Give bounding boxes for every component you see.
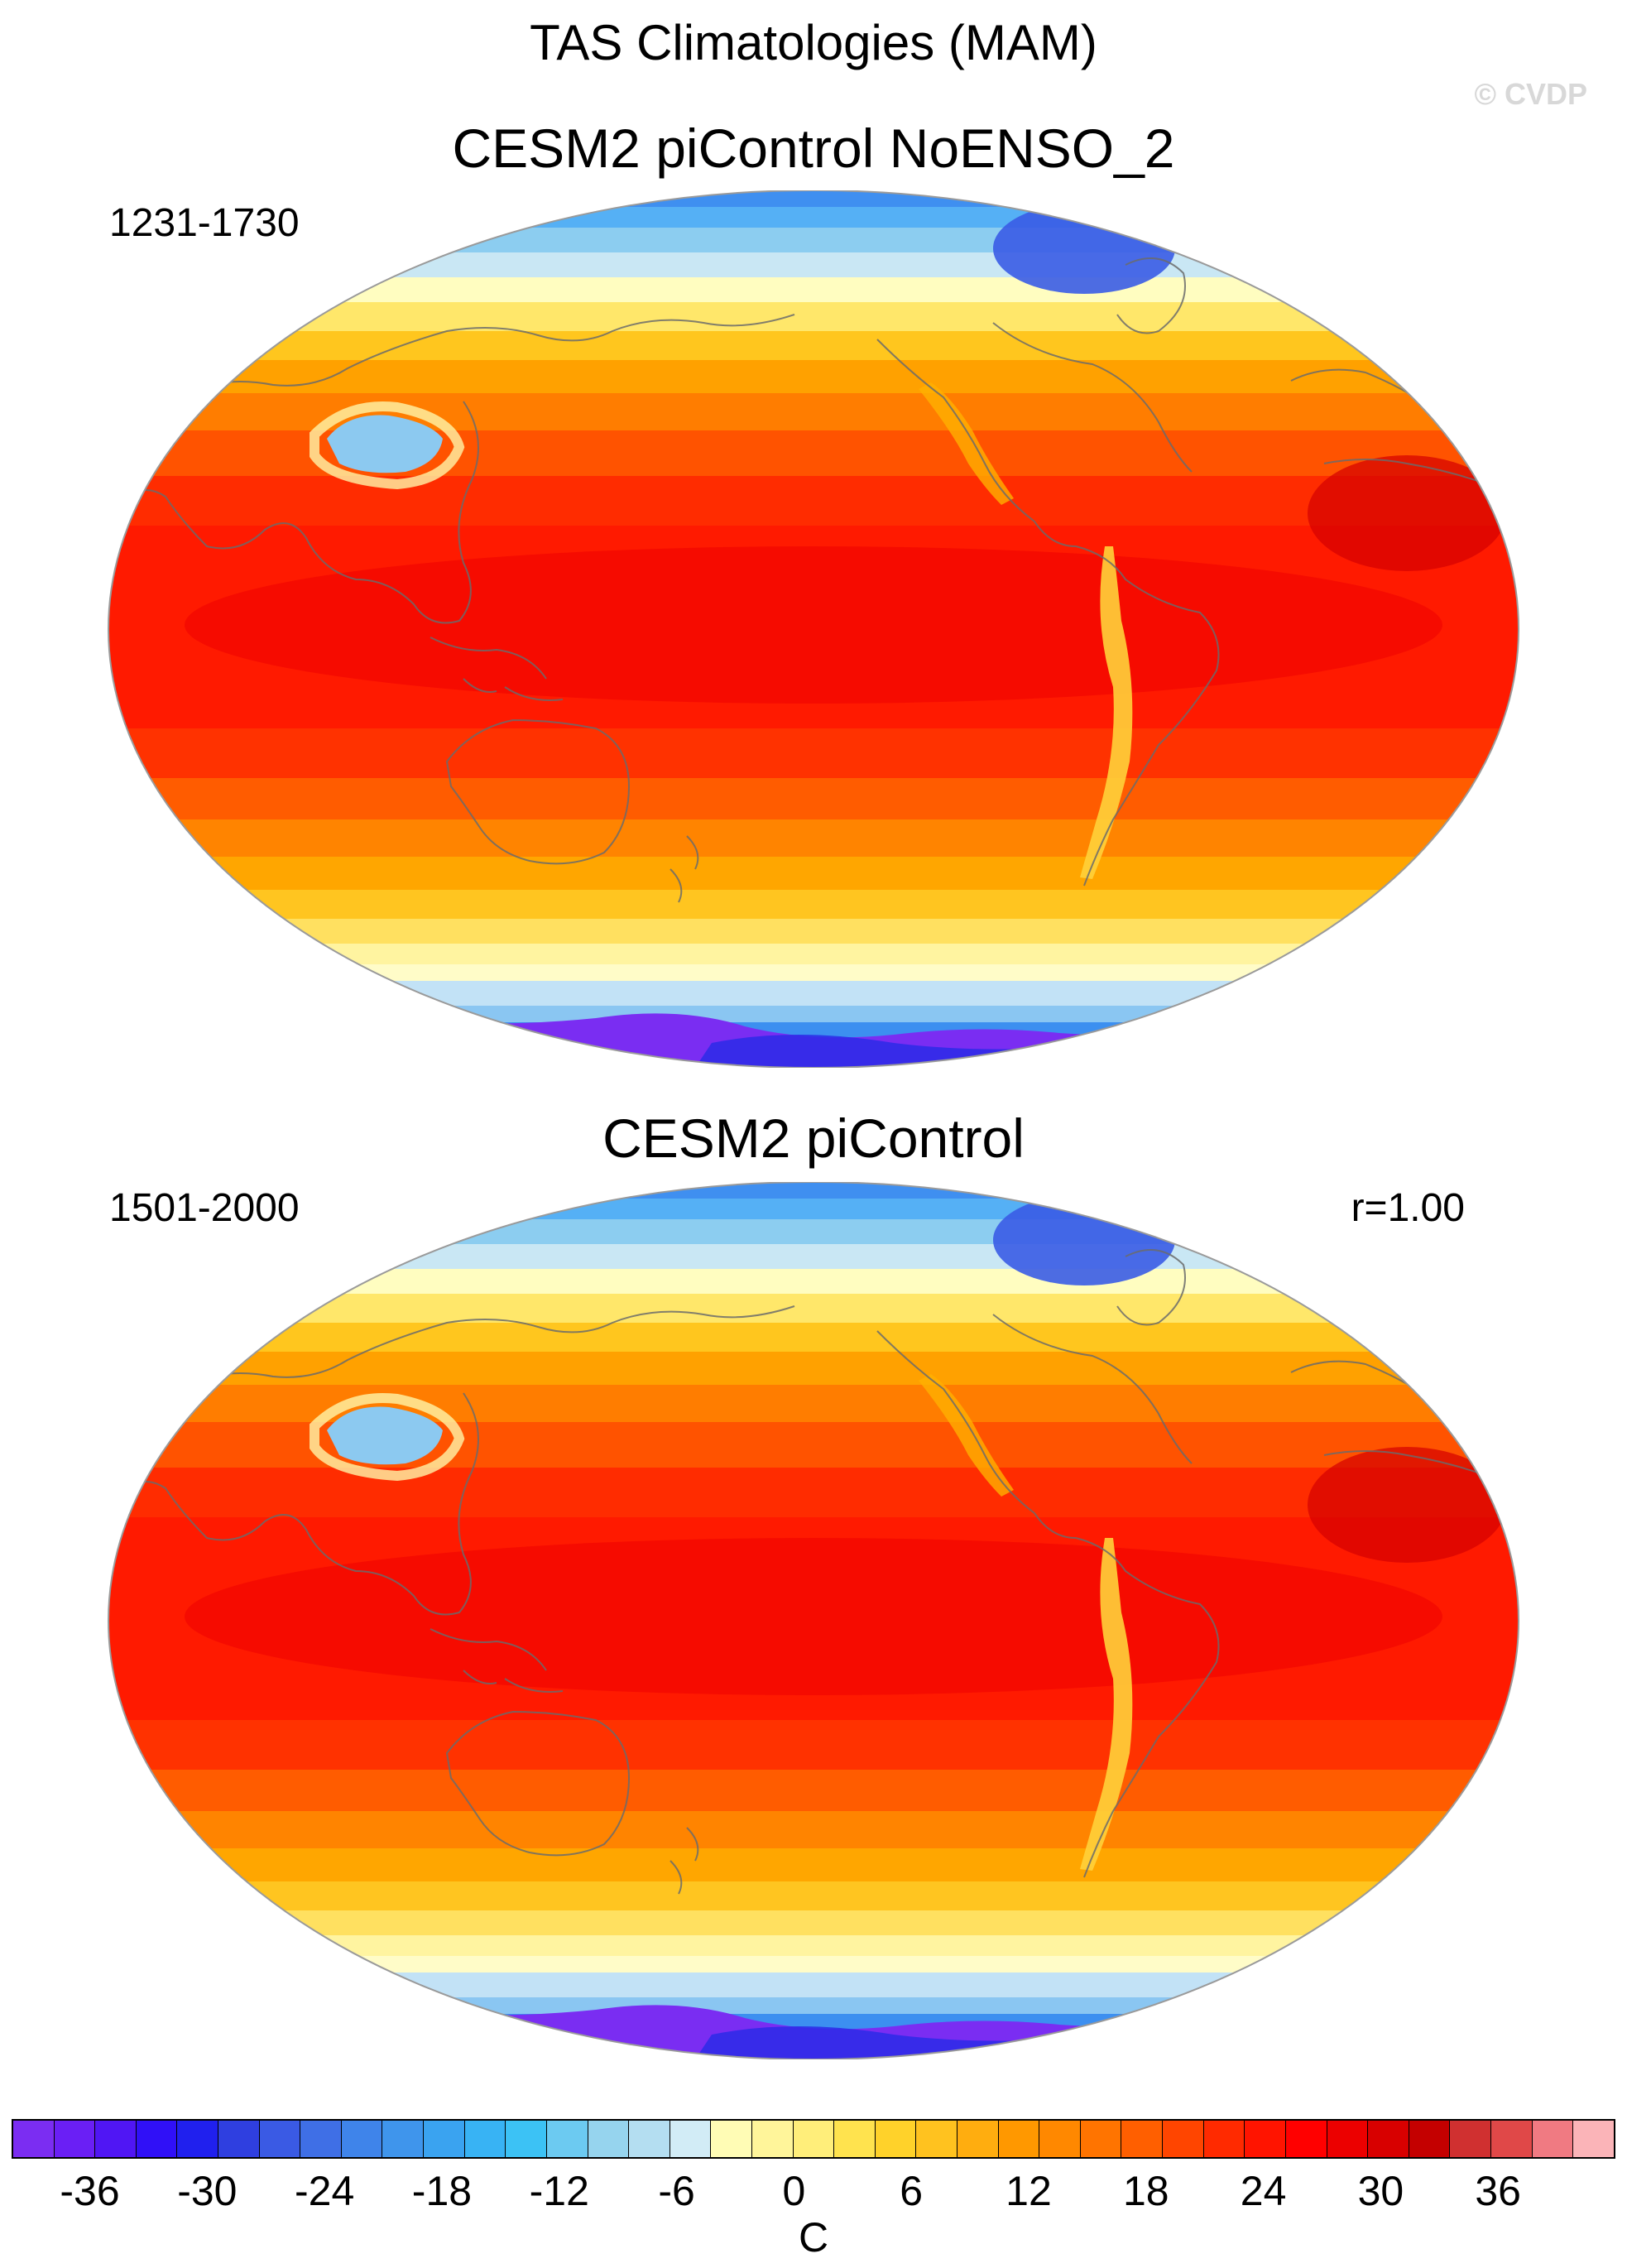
colorbar-swatch xyxy=(218,2121,259,2157)
colorbar-swatch xyxy=(258,2121,300,2157)
colorbar-swatch xyxy=(423,2121,464,2157)
colorbar-swatch xyxy=(915,2121,957,2157)
colorbar-swatch xyxy=(176,2121,218,2157)
colorbar-swatch xyxy=(587,2121,629,2157)
colorbar-swatch xyxy=(1326,2121,1368,2157)
colorbar-swatch xyxy=(833,2121,875,2157)
temperature-field xyxy=(108,1182,1519,2059)
colorbar-units: C xyxy=(798,2214,829,2261)
colorbar-swatch xyxy=(300,2121,341,2157)
panel-2-correlation: r=1.00 xyxy=(1351,1186,1465,1230)
colorbar-swatch xyxy=(751,2121,793,2157)
panel-1-map xyxy=(108,190,1519,1068)
colorbar-swatch xyxy=(1531,2121,1573,2157)
colorbar-swatch xyxy=(1121,2121,1163,2157)
colorbar-swatch xyxy=(135,2121,177,2157)
colorbar-swatch xyxy=(463,2121,506,2157)
watermark: © CVDP xyxy=(1474,77,1587,111)
colorbar-swatch xyxy=(545,2121,588,2157)
figure-title: TAS Climatologies (MAM) xyxy=(530,15,1097,70)
colorbar-tick-label: 36 xyxy=(1475,2168,1521,2214)
colorbar-tick-label: -36 xyxy=(60,2168,120,2214)
panel-1-years: 1231-1730 xyxy=(109,201,300,245)
temperature-field xyxy=(108,190,1519,1068)
colorbar-swatch xyxy=(997,2121,1039,2157)
colorbar-tick-label: -12 xyxy=(529,2168,589,2214)
panel-2-years: 1501-2000 xyxy=(109,1186,300,1230)
panel-2-title: CESM2 piControl xyxy=(602,1108,1025,1169)
colorbar-tick-label: -18 xyxy=(411,2168,473,2214)
colorbar-swatch xyxy=(1572,2121,1614,2157)
colorbar-swatch xyxy=(53,2121,95,2157)
colorbar-swatch xyxy=(1202,2121,1245,2157)
colorbar-tick-label: -24 xyxy=(295,2168,355,2214)
colorbar-swatch xyxy=(1039,2121,1080,2157)
globe-outline xyxy=(108,1182,1519,2059)
panel-2-map xyxy=(108,1182,1519,2059)
colorbar-tick-label: 12 xyxy=(1005,2168,1052,2214)
colorbar-swatch xyxy=(505,2121,546,2157)
colorbar-swatch xyxy=(382,2121,424,2157)
colorbar-swatch xyxy=(94,2121,136,2157)
colorbar-swatch xyxy=(957,2121,998,2157)
colorbar-tick-label: 18 xyxy=(1122,2168,1169,2214)
colorbar-swatch xyxy=(1284,2121,1327,2157)
colorbar-tick-label: 30 xyxy=(1357,2168,1404,2214)
colorbar-swatch xyxy=(340,2121,382,2157)
colorbar-swatch xyxy=(1079,2121,1121,2157)
colorbar-tick-labels: -36 -30 -24 -18 -12 -6 0 6 12 18 24 30 36 xyxy=(0,2167,1627,2217)
colorbar-swatch xyxy=(1490,2121,1532,2157)
colorbar-swatch xyxy=(710,2121,751,2157)
colorbar-tick-label: -6 xyxy=(658,2168,695,2214)
colorbar-tick-label: 0 xyxy=(782,2168,806,2214)
colorbar-swatch xyxy=(874,2121,916,2157)
colorbar-swatch xyxy=(13,2121,54,2157)
colorbar-swatch xyxy=(669,2121,711,2157)
globe-outline xyxy=(108,190,1519,1068)
colorbar-tick-label: 6 xyxy=(900,2168,924,2214)
colorbar-swatch xyxy=(1162,2121,1203,2157)
colorbar xyxy=(12,2119,1615,2159)
panel-1-title: CESM2 piControl NoENSO_2 xyxy=(452,118,1175,179)
colorbar-tick-label: 24 xyxy=(1240,2168,1287,2214)
colorbar-swatch xyxy=(1408,2121,1450,2157)
colorbar-swatch xyxy=(1244,2121,1285,2157)
colorbar-swatch xyxy=(792,2121,834,2157)
colorbar-swatch xyxy=(628,2121,670,2157)
colorbar-tick-label: -30 xyxy=(177,2168,238,2214)
colorbar-swatch xyxy=(1449,2121,1490,2157)
colorbar-swatch xyxy=(1367,2121,1409,2157)
